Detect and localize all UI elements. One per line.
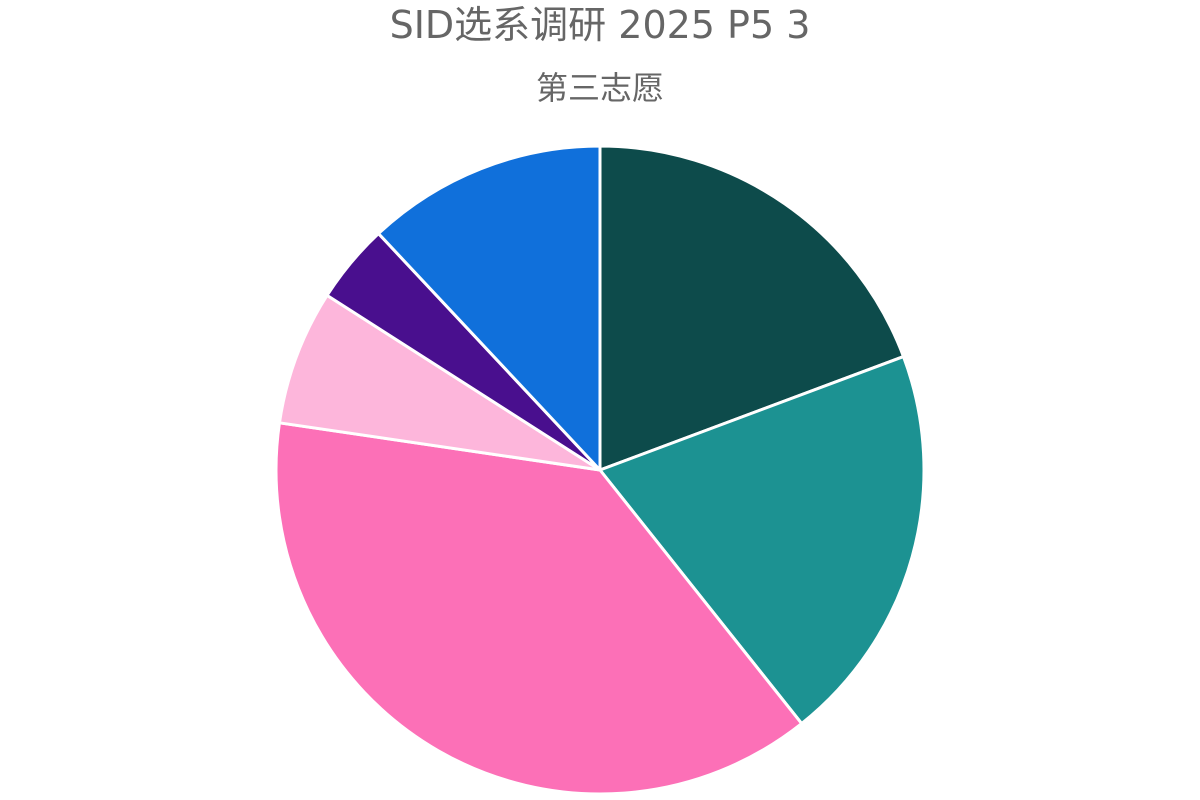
- chart-subtitle: 第三志愿: [535, 69, 664, 107]
- pie-slice-2[interactable]: [598, 355, 926, 726]
- pie-slice-1[interactable]: [598, 144, 905, 472]
- chart-title: SID选系调研 2025 P5 3: [389, 3, 811, 47]
- pie-slice-6[interactable]: [377, 144, 602, 472]
- pie-slice-4[interactable]: [277, 293, 602, 472]
- pie-slice-3[interactable]: [274, 421, 804, 796]
- pie-slices: [274, 144, 926, 796]
